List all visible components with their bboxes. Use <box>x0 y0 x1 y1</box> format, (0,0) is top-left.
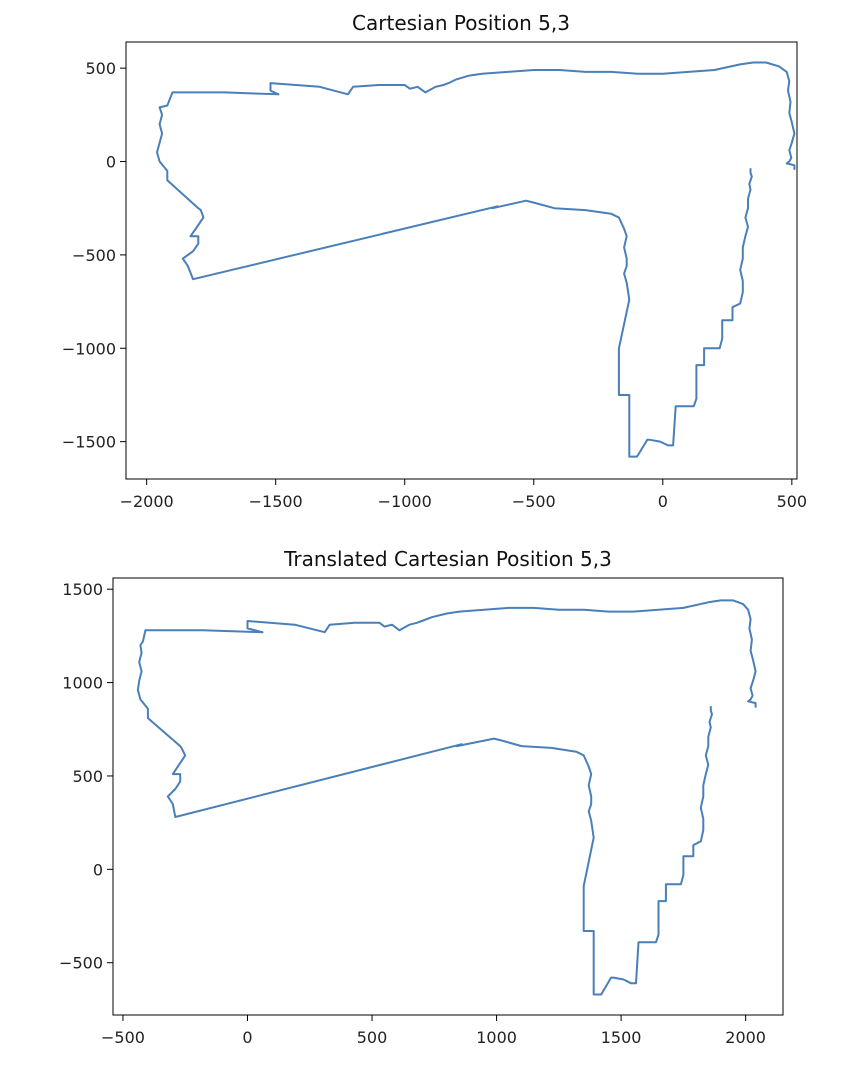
y-tick-label: 500 <box>72 767 103 786</box>
plot-area <box>112 577 784 1016</box>
series-layer <box>136 599 757 996</box>
x-tick-label: −1500 <box>249 492 303 511</box>
x-tick-label: −500 <box>512 492 556 511</box>
x-tick-label: 0 <box>658 492 668 511</box>
y-tick-label: −1500 <box>62 433 116 452</box>
series-layer <box>156 61 796 458</box>
y-tick-label: 1500 <box>62 580 103 599</box>
y-tick-label: 500 <box>85 59 116 78</box>
x-tick-label: −2000 <box>120 492 174 511</box>
plot-area <box>125 41 798 480</box>
x-tick-label: 2000 <box>725 1028 766 1047</box>
x-tick-label: −500 <box>101 1028 145 1047</box>
x-tick-label: 1500 <box>601 1028 642 1047</box>
chart-title: Translated Cartesian Position 5,3 <box>283 547 612 571</box>
trajectory-line-segment-1 <box>246 599 757 708</box>
trajectory-line-segment-1 <box>269 61 796 170</box>
axis-ticks: −2000 −1500 −1000 −500 0 500 500 0 −500 −1000 −150… <box>62 59 807 511</box>
trajectory-line-segment-2 <box>156 91 753 458</box>
y-tick-label: 0 <box>93 860 103 879</box>
y-tick-label: −1000 <box>62 339 116 358</box>
chart-title: Cartesian Position 5,3 <box>352 11 570 35</box>
y-tick-label: −500 <box>72 246 116 265</box>
x-tick-label: 500 <box>357 1028 388 1047</box>
trajectory-line-segment-2 <box>136 629 713 996</box>
y-tick-label: 0 <box>106 153 116 172</box>
axis-ticks: −500 0 500 1000 1500 2000 1500 1000 500 0 −500 <box>59 580 766 1047</box>
y-tick-label: −500 <box>59 954 103 973</box>
x-tick-label: 0 <box>242 1028 252 1047</box>
x-tick-label: 1000 <box>476 1028 517 1047</box>
chart-cartesian-position: Cartesian Position 5,3 −2000 −1500 −1000 −5… <box>62 11 807 511</box>
chart-translated-cartesian-position: Translated Cartesian Position 5,3 −500 0 5… <box>59 547 784 1047</box>
x-tick-label: −1000 <box>378 492 432 511</box>
x-tick-label: 500 <box>777 492 808 511</box>
y-tick-label: 1000 <box>62 674 103 693</box>
